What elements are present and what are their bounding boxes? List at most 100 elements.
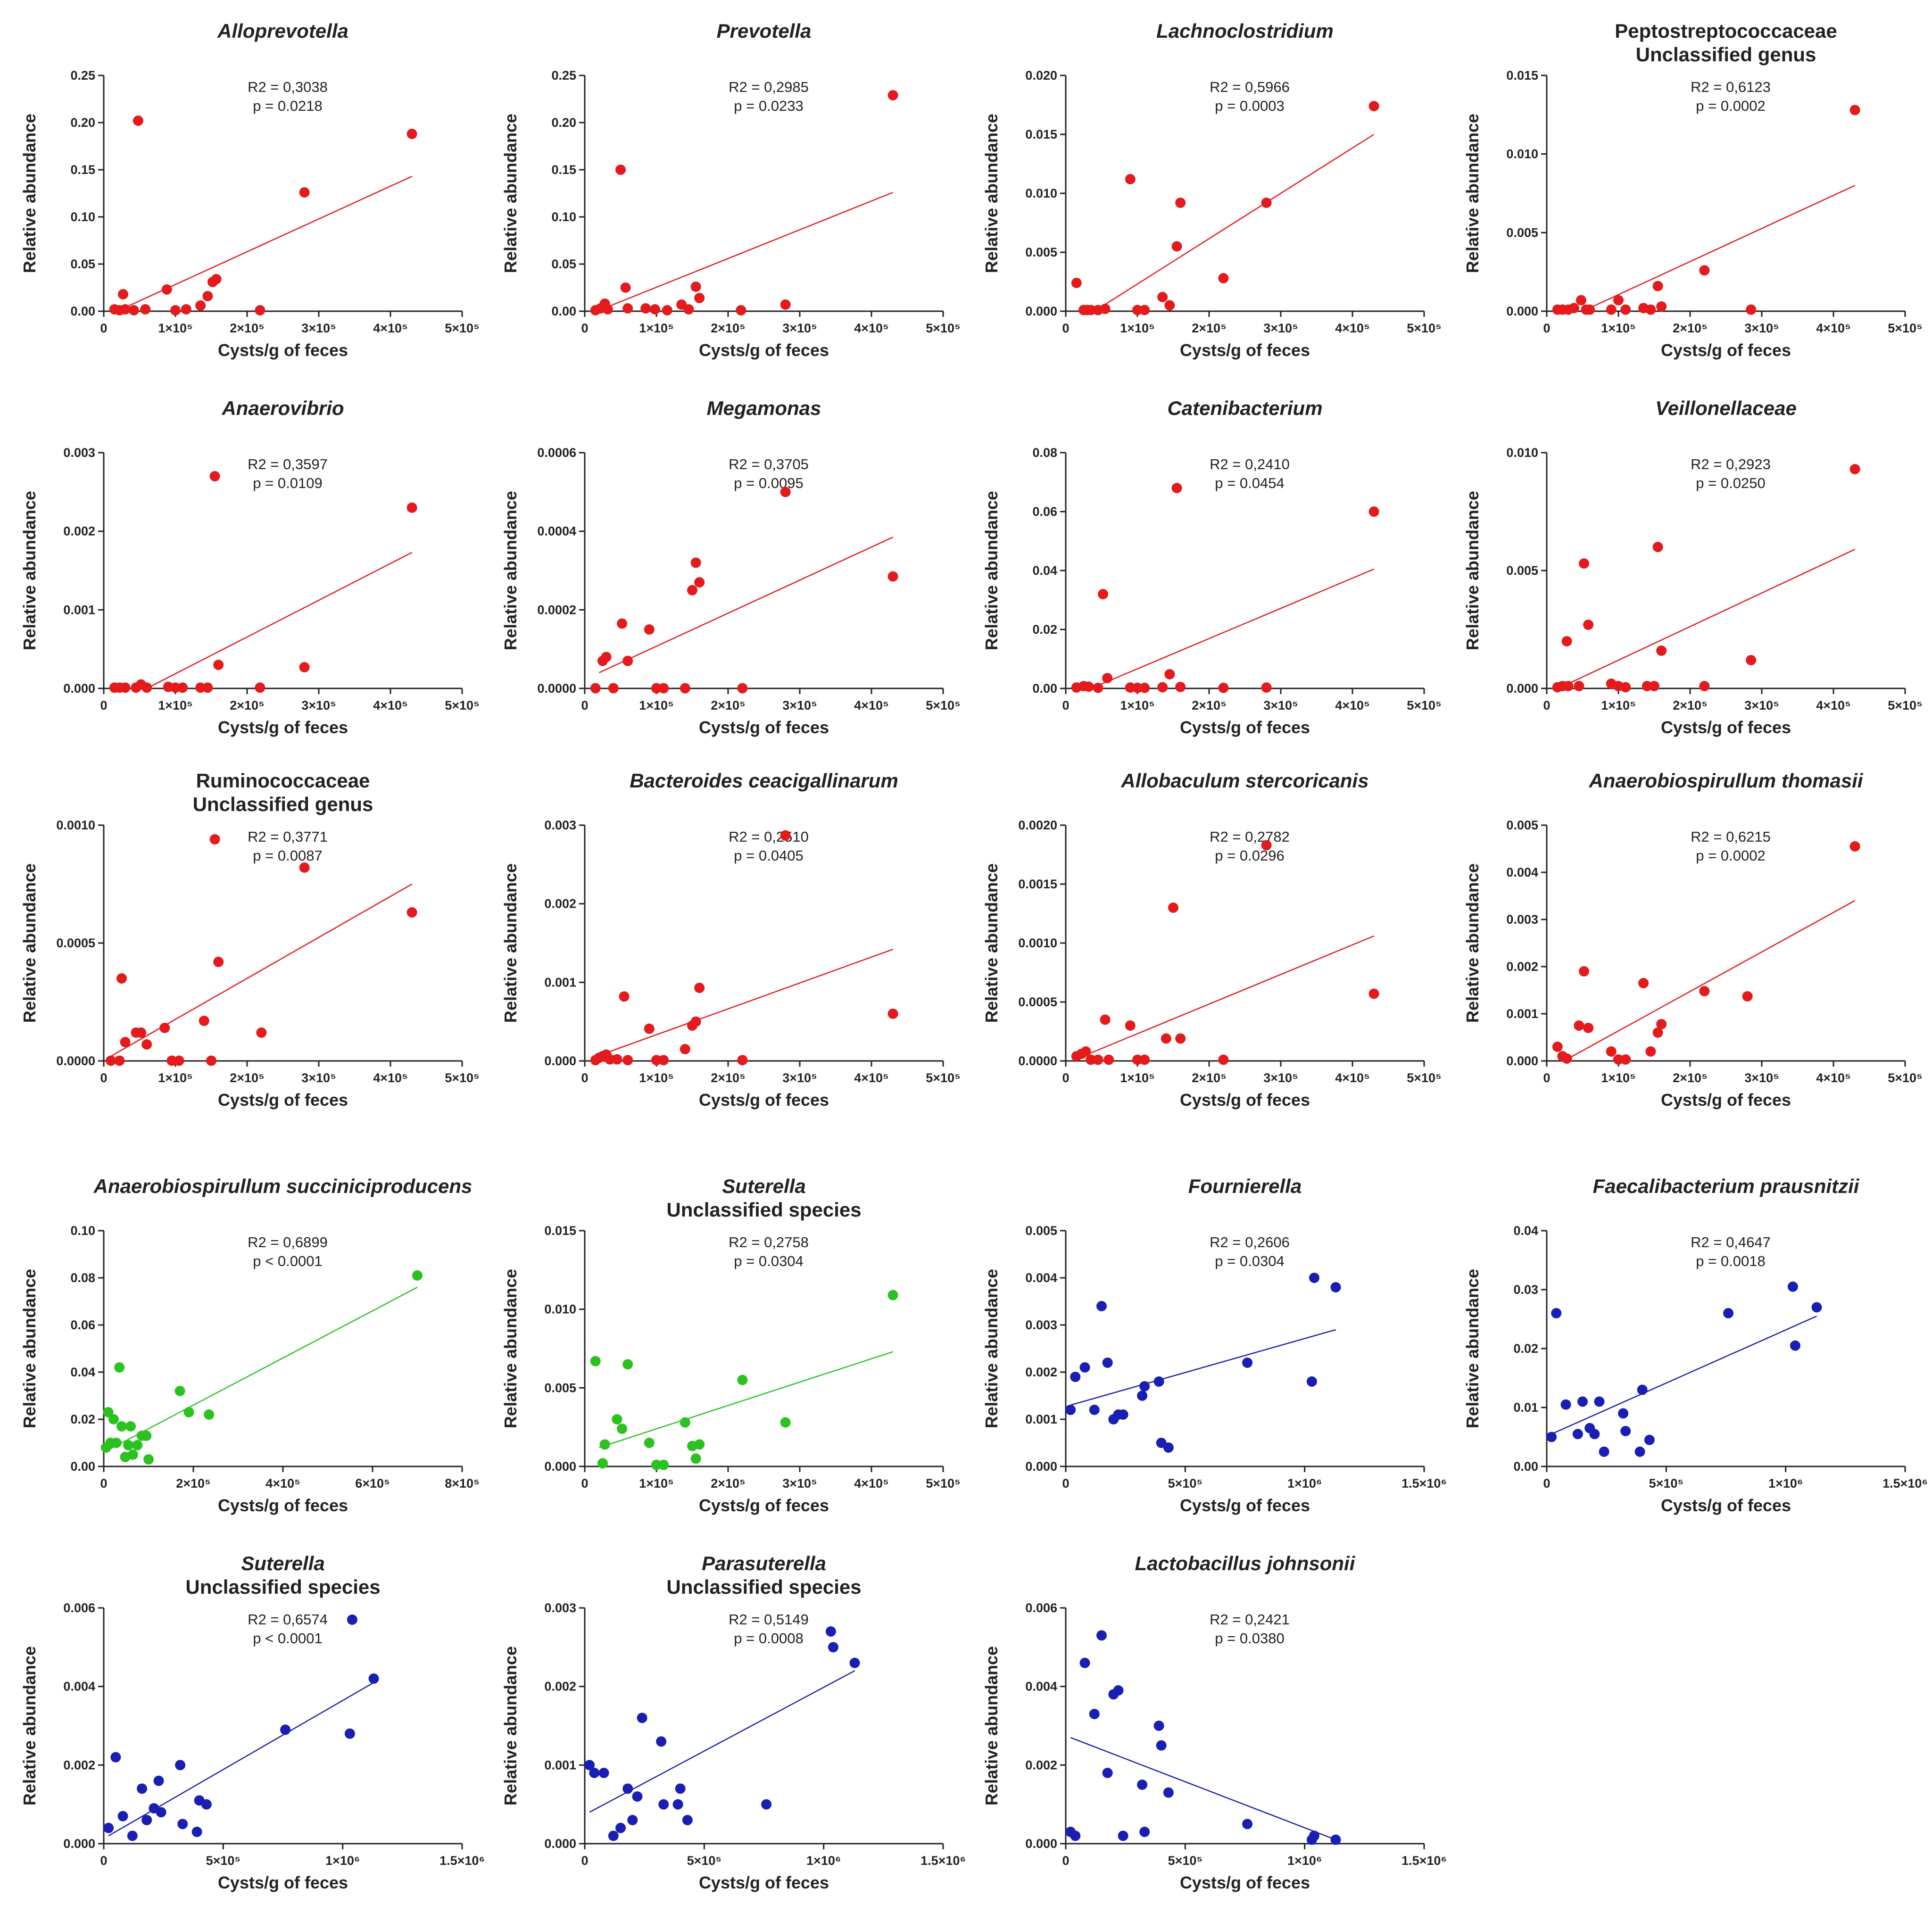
x-axis-label: Cysts/g of feces (1180, 1496, 1310, 1515)
data-point (1175, 1033, 1186, 1044)
data-point (211, 274, 222, 284)
y-axis-label: Relative abundance (1463, 491, 1482, 650)
y-tick-label: 0.0015 (1018, 877, 1057, 891)
x-axis-label: Cysts/g of feces (218, 1496, 348, 1515)
data-point (1261, 682, 1272, 693)
data-point (1137, 1391, 1148, 1401)
data-point (1218, 1054, 1229, 1065)
data-point (637, 1713, 647, 1723)
data-point (1656, 301, 1667, 312)
x-tick-label: 0 (581, 698, 588, 712)
x-tick-label: 1.5×10⁶ (920, 1854, 966, 1868)
data-point (1096, 1630, 1107, 1641)
x-tick-label: 1×10⁶ (1287, 1476, 1322, 1490)
data-point (825, 1626, 836, 1637)
x-tick-label: 5×10⁵ (926, 1071, 961, 1085)
x-tick-label: 0 (100, 1476, 107, 1490)
data-point (1790, 1340, 1800, 1351)
data-point (299, 862, 310, 873)
x-tick-label: 2×10⁵ (1192, 698, 1227, 712)
data-point (1306, 1376, 1317, 1387)
p-value-label: p = 0.0002 (1696, 98, 1765, 114)
p-value-label: p = 0.0233 (734, 98, 803, 114)
data-point (780, 299, 791, 310)
y-axis-label: Relative abundance (982, 1269, 1001, 1428)
chart-title: Faecalibacterium prausnitzii (1593, 1175, 1860, 1197)
chart-panel: Lachnoclostridium R2 = 0,5966 p = 0.0003 0.… (982, 20, 1442, 360)
x-axis-label: Cysts/g of feces (699, 1090, 829, 1109)
p-value-label: p = 0.0218 (253, 98, 322, 114)
data-point (690, 1016, 701, 1027)
data-point (1163, 1787, 1174, 1798)
x-tick-label: 4×10⁵ (373, 1071, 408, 1085)
y-tick-label: 0.0002 (537, 603, 576, 617)
data-point (651, 683, 662, 694)
x-tick-label: 5×10⁵ (1168, 1854, 1203, 1868)
r-squared-label: R2 = 0,3771 (248, 828, 328, 845)
data-point (137, 1783, 148, 1794)
data-point (675, 1783, 686, 1794)
data-point (1118, 1409, 1128, 1420)
data-point (1089, 1709, 1100, 1719)
y-tick-label: 0.004 (63, 1680, 95, 1694)
data-point (1613, 295, 1624, 306)
y-axis-label: Relative abundance (20, 491, 39, 650)
data-point (1157, 682, 1168, 693)
data-point (1070, 1372, 1081, 1382)
r-squared-label: R2 = 0,2758 (729, 1234, 809, 1250)
data-point (1175, 198, 1186, 208)
data-point (1561, 1053, 1572, 1064)
data-point (1645, 1046, 1656, 1057)
chart-title: Suterella (241, 1552, 324, 1574)
x-tick-label: 5×10⁵ (1888, 698, 1923, 712)
x-tick-label: 1×10⁶ (806, 1854, 841, 1868)
y-axis-label: Relative abundance (20, 1269, 39, 1428)
data-point (114, 1362, 125, 1373)
y-tick-label: 0.000 (63, 1837, 95, 1851)
data-point (1699, 265, 1710, 276)
data-point (1849, 105, 1860, 116)
data-point (1096, 1301, 1107, 1311)
data-point (620, 282, 631, 293)
y-axis-label: Relative abundance (501, 1269, 520, 1428)
y-tick-label: 0.10 (70, 1224, 95, 1238)
data-point (849, 1657, 860, 1668)
y-tick-label: 0.02 (70, 1412, 95, 1426)
chart-title: Anaerobiospirullum succiniciproducens (93, 1175, 473, 1197)
data-point (209, 471, 220, 481)
trendline (598, 537, 894, 673)
x-tick-label: 3×10⁵ (782, 1476, 817, 1490)
x-axis-label: Cysts/g of feces (699, 340, 829, 360)
data-point (612, 1054, 622, 1065)
y-axis-label: Relative abundance (1463, 863, 1482, 1023)
data-point (1113, 1685, 1124, 1696)
y-tick-label: 0.04 (1513, 1224, 1538, 1238)
y-axis-label: Relative abundance (501, 491, 520, 650)
data-point (127, 1830, 138, 1841)
data-point (590, 1356, 601, 1366)
data-point (780, 1417, 791, 1428)
data-point (622, 1359, 633, 1370)
y-tick-label: 0.000 (544, 1054, 576, 1068)
data-point (110, 1752, 121, 1763)
y-tick-label: 0.01 (1513, 1400, 1538, 1415)
data-point (1644, 1434, 1655, 1445)
data-point (1699, 986, 1710, 996)
y-tick-label: 0.001 (1025, 1412, 1057, 1426)
chart-title: Fournierella (1188, 1175, 1302, 1197)
data-point (1579, 966, 1590, 977)
data-point (1098, 589, 1109, 599)
x-tick-label: 3×10⁵ (301, 321, 336, 335)
x-tick-label: 4×10⁵ (854, 1476, 889, 1490)
chart-title: Suterella (722, 1175, 805, 1197)
data-point (191, 1827, 202, 1837)
data-point (166, 1055, 177, 1066)
data-point (658, 1459, 669, 1470)
data-point (299, 187, 310, 198)
y-tick-label: 0.005 (1025, 1224, 1057, 1238)
y-tick-label: 0.005 (1506, 563, 1538, 578)
chart-title: Lactobacillus johnsonii (1135, 1552, 1356, 1574)
data-point (1594, 1396, 1605, 1407)
data-point (209, 834, 220, 844)
